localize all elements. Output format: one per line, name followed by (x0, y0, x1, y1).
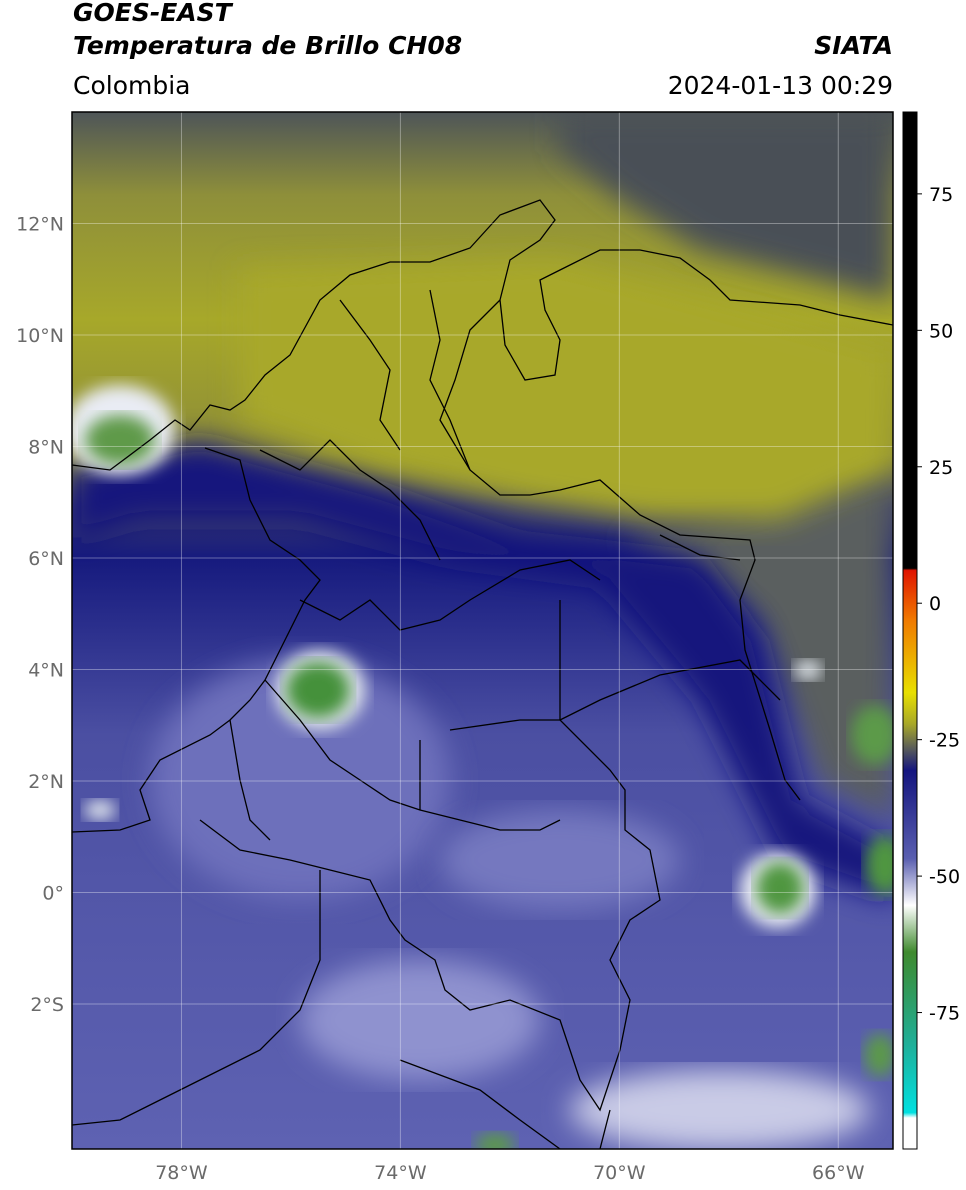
colorbar-tick-label: 0 (929, 593, 941, 615)
lat-tick-label: 10°N (16, 325, 64, 347)
lon-tick-label: 74°W (374, 1162, 427, 1184)
region-label: Colombia (73, 71, 191, 100)
colorbar (902, 111, 918, 1150)
lat-tick-label: 12°N (16, 214, 64, 236)
country-borders (72, 199, 893, 1149)
colorbar-tick-label: 75 (929, 184, 953, 206)
satellite-image (72, 112, 893, 1149)
lat-tick-label: 0° (42, 883, 64, 905)
colorbar-tick-label: -50 (929, 866, 960, 888)
lat-tick-label: 8°N (28, 437, 64, 459)
lat-tick-label: 6°N (28, 548, 64, 570)
lat-tick-label: 4°N (28, 660, 64, 682)
source-label: SIATA (814, 31, 893, 60)
graticule (72, 112, 893, 1149)
map-frame (71, 111, 894, 1150)
lon-tick-label: 78°W (155, 1162, 208, 1184)
colorbar-tick-label: 25 (929, 457, 953, 479)
satellite-title: GOES-EAST (73, 0, 232, 27)
lon-tick-label: 66°W (812, 1162, 865, 1184)
colorbar-tick-label: -75 (929, 1003, 960, 1025)
colorbar-tick-label: 50 (929, 320, 953, 342)
product-title: Temperatura de Brillo CH08 (73, 31, 463, 60)
lon-tick-label: 70°W (593, 1162, 646, 1184)
lat-tick-label: 2°N (28, 771, 64, 793)
datetime-label: 2024-01-13 00:29 (667, 71, 893, 100)
lat-tick-label: 2°S (30, 994, 64, 1016)
colorbar-tick-label: -25 (929, 730, 960, 752)
